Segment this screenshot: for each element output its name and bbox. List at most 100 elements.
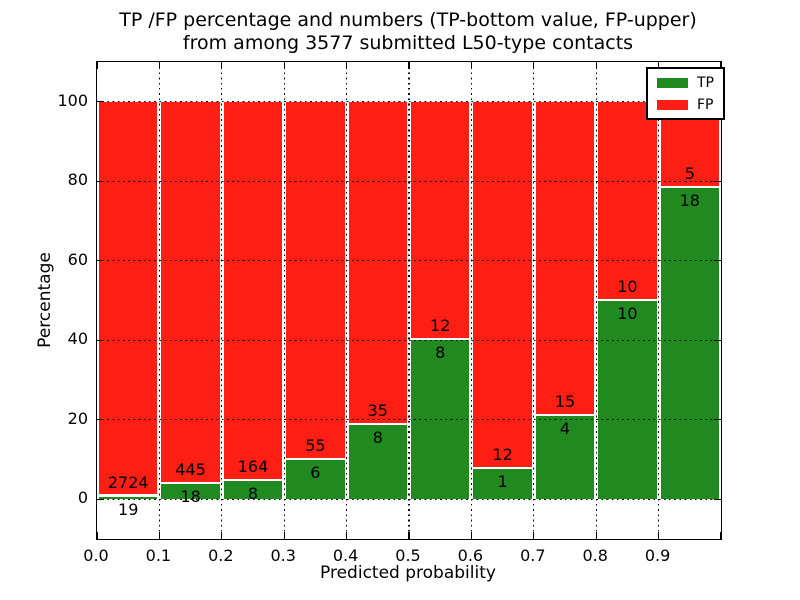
y-tick-label: 80 [67, 170, 88, 190]
fp-count-label: 445 [175, 459, 206, 479]
fp-count-label: 164 [237, 456, 269, 476]
tp-count-label: 18 [180, 486, 201, 506]
y-tick-label: 40 [67, 329, 88, 349]
bar-tp [286, 460, 345, 500]
gridline-vertical [658, 62, 660, 539]
tp-count-label: 1 [497, 471, 508, 491]
x-tick-top [720, 62, 722, 69]
tp-count-label: 4 [559, 418, 571, 438]
bar-tp [161, 483, 220, 500]
fp-count-label: 5 [684, 164, 695, 184]
x-tick-bottom [720, 532, 722, 539]
x-tick-bottom [470, 532, 473, 539]
y-tick-left [97, 260, 104, 262]
x-tick-bottom [345, 532, 348, 539]
y-tick-label: 100 [57, 90, 88, 110]
tp-count-label: 10 [617, 303, 638, 323]
tp-count-label: 8 [247, 483, 259, 503]
x-tick-top [408, 62, 410, 69]
legend-item-tp: TP [657, 76, 714, 90]
y-tick-label: 0 [77, 488, 88, 508]
x-axis-label: Predicted probability [320, 563, 496, 583]
y-tick-label: 20 [67, 408, 88, 428]
y-tick-right [714, 260, 721, 262]
x-tick-top [345, 62, 348, 69]
x-tick-label: 0.0 [83, 546, 109, 565]
x-tick-bottom [221, 532, 223, 539]
fp-count-label: 12 [492, 444, 513, 464]
x-tick-bottom [533, 532, 535, 539]
bar-fp [223, 101, 283, 479]
x-tick-bottom [96, 532, 98, 539]
legend-label-tp: TP [697, 75, 714, 91]
tp-count-label: 8 [372, 428, 383, 448]
y-tick-right [714, 498, 721, 500]
x-tick-label: 0.6 [457, 546, 484, 565]
gridline-vertical [408, 62, 410, 539]
fp-count-label: 12 [430, 316, 451, 336]
x-tick-label: 0.3 [270, 546, 296, 565]
legend-item-fp: FP [657, 98, 714, 112]
y-tick-left [97, 339, 104, 341]
fp-swatch [657, 100, 688, 110]
gridline-vertical [595, 62, 597, 539]
bar-fp [411, 101, 470, 339]
y-tick-left [97, 180, 104, 182]
fp-count-label: 2724 [107, 472, 149, 492]
x-tick-label: 0.2 [208, 546, 234, 565]
bar-tp [473, 468, 532, 500]
chart-title-line1: TP /FP percentage and numbers (TP-bottom… [119, 9, 697, 31]
bar-tp [223, 480, 283, 500]
x-tick-label: 0.4 [332, 546, 359, 565]
bar-fp [535, 101, 595, 414]
y-tick-label: 60 [67, 249, 88, 269]
x-tick-bottom [283, 532, 285, 539]
gridline-vertical [283, 62, 285, 539]
y-tick-right [714, 180, 721, 182]
y-tick-left [97, 419, 104, 421]
bar-tp [598, 300, 657, 500]
gridline-vertical [221, 62, 223, 539]
x-tick-bottom [657, 532, 660, 539]
tp-count-label: 8 [435, 343, 446, 363]
x-tick-top [283, 62, 285, 69]
bar-tp [348, 425, 407, 500]
x-tick-bottom [595, 532, 597, 539]
bar-fp [161, 101, 220, 482]
bar-tp [660, 188, 719, 500]
x-tick-top [221, 62, 223, 69]
fp-count-label: 15 [554, 391, 576, 411]
x-tick-top [470, 62, 473, 69]
x-tick-bottom [158, 532, 161, 539]
bar-fp [473, 101, 532, 467]
tp-count-label: 6 [310, 463, 321, 483]
tp-count-label: 18 [679, 191, 700, 211]
y-tick-right [714, 419, 721, 421]
x-tick-label: 0.5 [395, 546, 421, 565]
bar-tp [99, 496, 158, 500]
x-tick-label: 0.7 [520, 546, 546, 565]
x-tick-top [533, 62, 535, 69]
x-tick-label: 0.9 [644, 546, 671, 565]
x-tick-top [657, 62, 660, 69]
gridline-vertical [346, 62, 348, 539]
fp-count-label: 55 [305, 436, 326, 456]
bar-fp [598, 101, 657, 299]
gridline-vertical [158, 62, 161, 539]
bar-fp [286, 101, 345, 459]
fp-count-label: 10 [617, 276, 638, 296]
y-tick-left [97, 101, 104, 103]
x-tick-top [595, 62, 597, 69]
bar-fp [99, 101, 158, 495]
x-tick-top [96, 62, 98, 69]
fp-count-label: 35 [367, 401, 388, 421]
legend-label-fp: FP [697, 97, 714, 113]
plot-area: 2724 19 445 18 164 8 55 6 35 8 12 8 12 1 15 4 10 10 5 18 TP… [96, 61, 725, 540]
chart-title-line2: from among 3577 submitted L50-type conta… [182, 32, 634, 54]
tp-swatch [657, 78, 688, 88]
x-tick-label: 0.1 [145, 546, 172, 565]
bar-fp [348, 101, 407, 424]
tp-count-label: 19 [118, 499, 139, 519]
y-tick-left [97, 498, 104, 500]
